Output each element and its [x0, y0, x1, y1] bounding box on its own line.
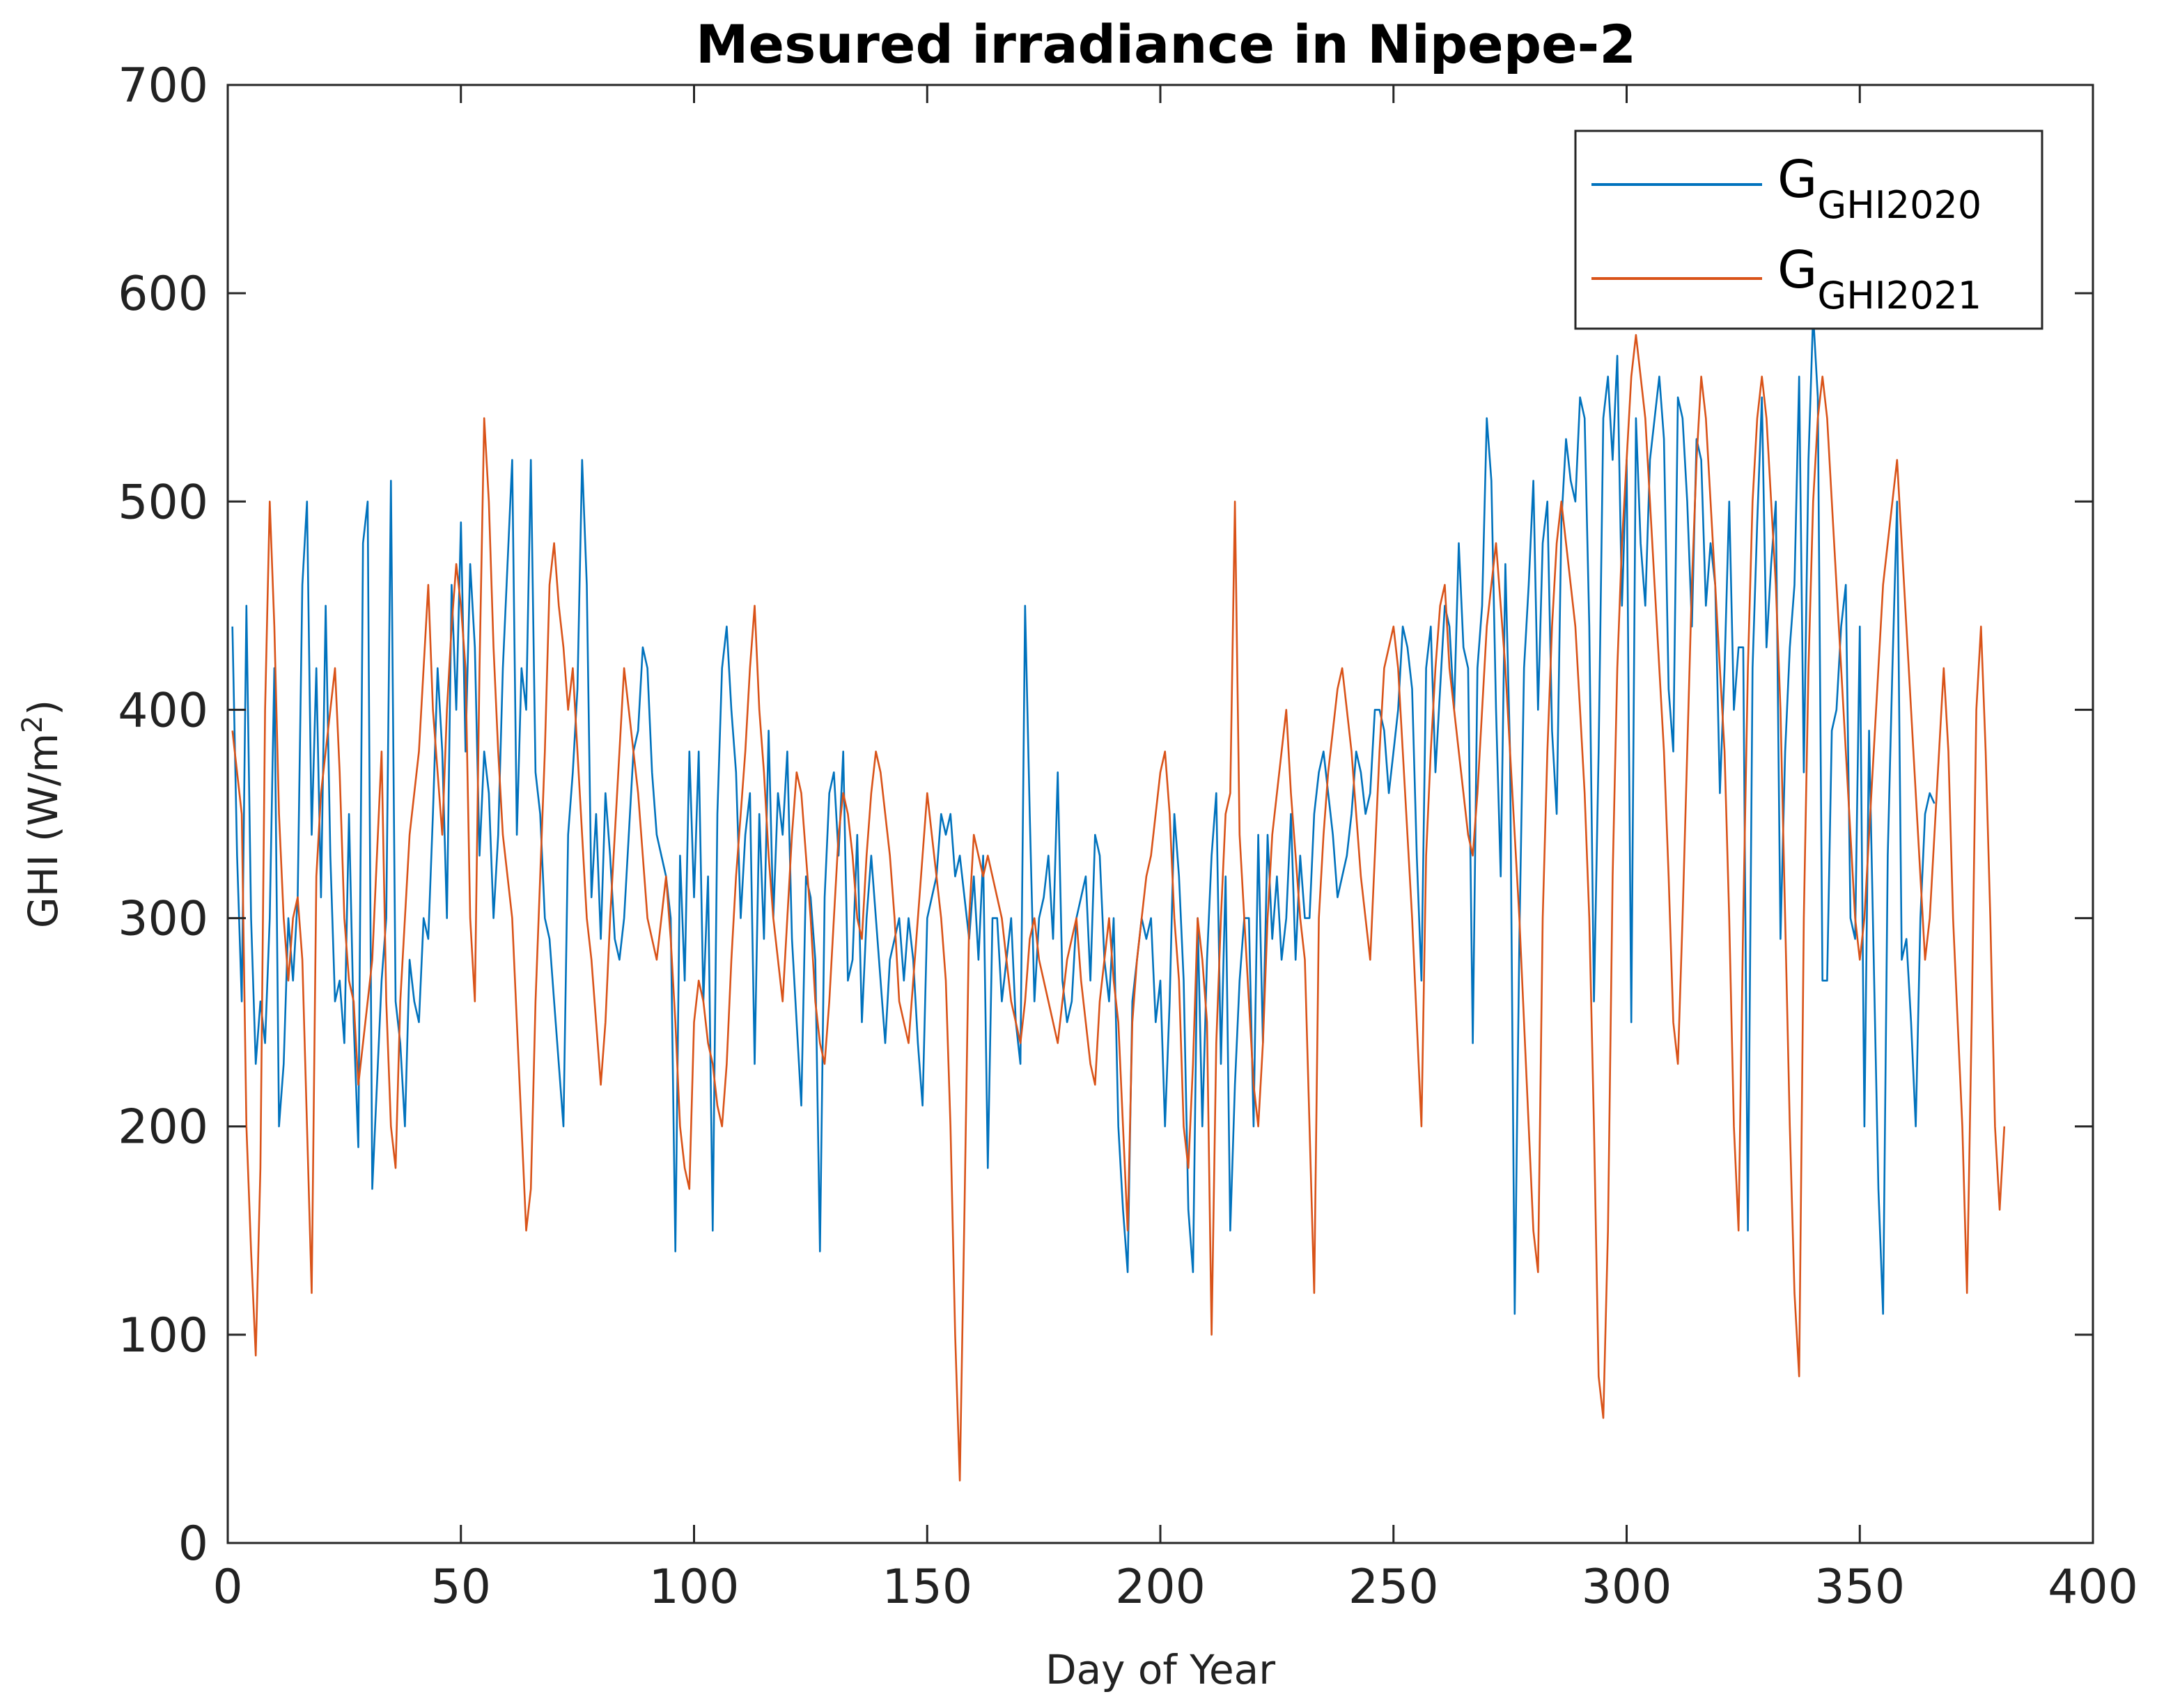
- x-tick-label: 150: [882, 1560, 972, 1615]
- y-axis-label-main: GHI (W/m: [20, 733, 67, 928]
- y-tick-label: 400: [118, 683, 208, 738]
- x-tick-label: 50: [430, 1560, 491, 1615]
- y-tick-label: 700: [118, 58, 208, 113]
- x-tick-label: 0: [212, 1560, 242, 1615]
- y-tick-label: 100: [118, 1308, 208, 1363]
- x-axis-label: Day of Year: [1045, 1646, 1275, 1693]
- legend-label-2020: GGHI2020: [1777, 150, 1981, 227]
- series-line-ghi2020: [231, 313, 1936, 1315]
- y-axis-label-close: ): [20, 700, 67, 716]
- legend-label-2020-sub: GHI2020: [1817, 183, 1981, 227]
- legend-label-2020-main: G: [1777, 150, 1817, 210]
- legend: GGHI2020 GGHI2021: [1574, 130, 2043, 330]
- x-tick-label: 100: [649, 1560, 740, 1615]
- legend-label-2021: GGHI2021: [1777, 240, 1981, 318]
- x-tick-label: 250: [1348, 1560, 1439, 1615]
- y-axis-label: GHI (W/m2): [17, 700, 67, 928]
- x-tick-label: 350: [1814, 1560, 1905, 1615]
- y-axis-label-superscript: 2: [17, 716, 49, 733]
- y-tick-label: 500: [118, 475, 208, 530]
- x-tick-label: 300: [1582, 1560, 1672, 1615]
- legend-label-2021-sub: GHI2021: [1817, 274, 1981, 318]
- series-line-ghi2021: [231, 334, 2006, 1482]
- chart-title: Mesured irradiance in Nipepe-2: [696, 13, 1636, 75]
- x-tick-label: 200: [1115, 1560, 1206, 1615]
- ticks-layer: 0 50 100 150 200 250 300 350 400 0 100 200 300 400 500…: [118, 58, 2138, 1615]
- x-tick-label: 400: [2048, 1560, 2138, 1615]
- legend-label-2021-main: G: [1777, 240, 1817, 300]
- y-tick-label: 0: [178, 1517, 208, 1572]
- y-tick-label: 200: [118, 1100, 208, 1155]
- legend-box: [1574, 130, 2043, 330]
- y-tick-label: 300: [118, 892, 208, 947]
- y-tick-label: 600: [118, 267, 208, 322]
- series-layer: [231, 313, 2006, 1482]
